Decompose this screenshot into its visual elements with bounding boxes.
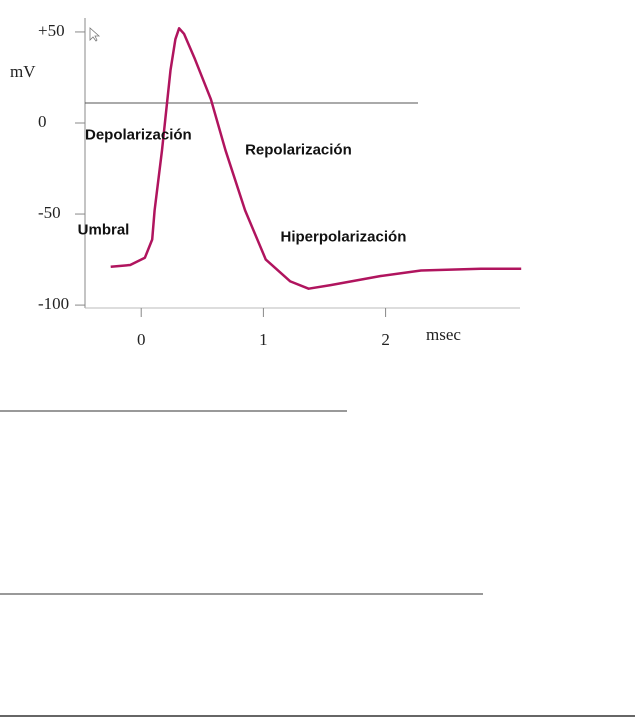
y-tick-label: -100 (38, 294, 69, 313)
annotation: Umbral (78, 221, 130, 238)
cursor-icon (89, 27, 101, 42)
annotation: Repolarización (245, 141, 352, 158)
annotation: Depolarización (85, 127, 192, 144)
y-tick-label: -50 (38, 203, 61, 222)
x-tick-label: 0 (137, 330, 146, 349)
y-axis-label: mV (10, 62, 36, 81)
y-tick-label: +50 (38, 21, 65, 40)
x-tick-label: 1 (259, 330, 268, 349)
x-tick-label: 2 (381, 330, 390, 349)
y-tick-label: 0 (38, 112, 47, 131)
action-potential-line (110, 27, 522, 290)
x-axis-label: msec (426, 325, 461, 344)
annotation: Hiperpolarización (281, 229, 407, 246)
